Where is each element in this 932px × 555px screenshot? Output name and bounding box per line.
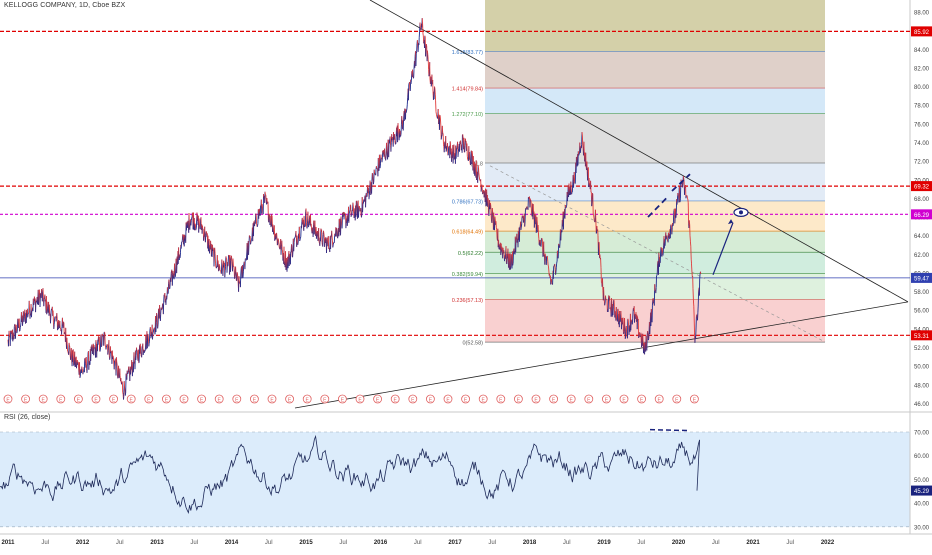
rsi-badge-label: 45.29	[914, 489, 930, 495]
time-tick-label: Jul	[786, 540, 794, 546]
price-badge-label: 66.29	[914, 213, 930, 219]
fib-level-label: 0.618(64.49)	[452, 230, 483, 236]
fib-zone-top	[485, 0, 825, 51]
time-tick-label: Jul	[339, 540, 347, 546]
time-tick-label: 2014	[225, 540, 239, 546]
price-tick-label: 64.00	[914, 234, 930, 240]
fib-zone	[485, 114, 825, 163]
price-tick-label: 62.00	[914, 253, 930, 259]
time-tick-label: 2012	[76, 540, 90, 546]
price-tick-label: 58.00	[914, 290, 930, 296]
rsi-tick-label: 40.00	[914, 502, 930, 508]
chart-title: KELLOGG COMPANY, 1D, Cboe BZX	[4, 2, 125, 9]
time-tick-label: Jul	[414, 540, 422, 546]
rsi-tick-label: 60.00	[914, 454, 930, 460]
fib-zone	[485, 231, 825, 252]
time-tick-label: 2019	[597, 540, 611, 546]
time-tick-label: Jul	[190, 540, 198, 546]
time-tick-label: Jul	[712, 540, 720, 546]
rsi-tick-label: 70.00	[914, 431, 930, 437]
price-badge-label: 69.32	[914, 185, 930, 191]
price-tick-label: 78.00	[914, 104, 930, 110]
time-tick-label: Jul	[488, 540, 496, 546]
rsi-pattern-dash	[650, 430, 688, 431]
fib-zone	[485, 252, 825, 273]
price-tick-label: 82.00	[914, 66, 930, 72]
price-tick-label: 68.00	[914, 197, 930, 203]
fib-zone	[485, 88, 825, 114]
fib-level-label: 0.5(62.22)	[458, 251, 483, 257]
price-tick-label: 74.00	[914, 141, 930, 147]
time-tick-label: 2016	[374, 540, 388, 546]
price-tick-label: 76.00	[914, 122, 930, 128]
time-tick-label: Jul	[41, 540, 49, 546]
fib-level-label: 0(52.58)	[463, 341, 484, 347]
time-tick-label: Jul	[116, 540, 124, 546]
price-tick-label: 50.00	[914, 365, 930, 371]
rsi-band	[0, 432, 910, 527]
time-tick-label: 2018	[523, 540, 537, 546]
price-tick-label: 56.00	[914, 309, 930, 315]
eye-pupil-icon	[739, 210, 743, 214]
time-tick-label: 2020	[672, 540, 686, 546]
price-badge-label: 53.31	[914, 334, 930, 340]
price-badge-label: 85.92	[914, 30, 930, 36]
rsi-tick-label: 50.00	[914, 478, 930, 484]
fib-level-label: 0.236(57.13)	[452, 298, 483, 304]
price-tick-label: 48.00	[914, 383, 930, 389]
time-tick-label: 2017	[448, 540, 462, 546]
price-tick-label: 46.00	[914, 402, 930, 408]
price-badge-label: 59.47	[914, 276, 930, 282]
rsi-title: RSI (26, close)	[4, 414, 50, 421]
time-tick-label: 2021	[746, 540, 760, 546]
price-tick-label: 84.00	[914, 48, 930, 54]
time-tick-label: Jul	[637, 540, 645, 546]
fib-level-label: 0.786(67.73)	[452, 199, 483, 205]
price-tick-label: 52.00	[914, 346, 930, 352]
price-tick-label: 80.00	[914, 85, 930, 91]
price-tick-label: 72.00	[914, 160, 930, 166]
time-tick-label: 2022	[821, 540, 835, 546]
price-tick-label: 88.00	[914, 11, 930, 17]
fib-zone	[485, 51, 825, 88]
time-tick-label: 2015	[299, 540, 313, 546]
rsi-tick-label: 30.00	[914, 525, 930, 531]
fib-level-label: 1.272(77.10)	[452, 112, 483, 118]
fib-zone	[485, 163, 825, 201]
time-tick-label: Jul	[563, 540, 571, 546]
fib-level-label: 1.414(79.84)	[452, 87, 483, 93]
time-tick-label: Jul	[265, 540, 273, 546]
time-tick-label: 2011	[1, 540, 15, 546]
time-tick-label: 2013	[150, 540, 164, 546]
fib-level-label: 0.382(59.94)	[452, 272, 483, 278]
